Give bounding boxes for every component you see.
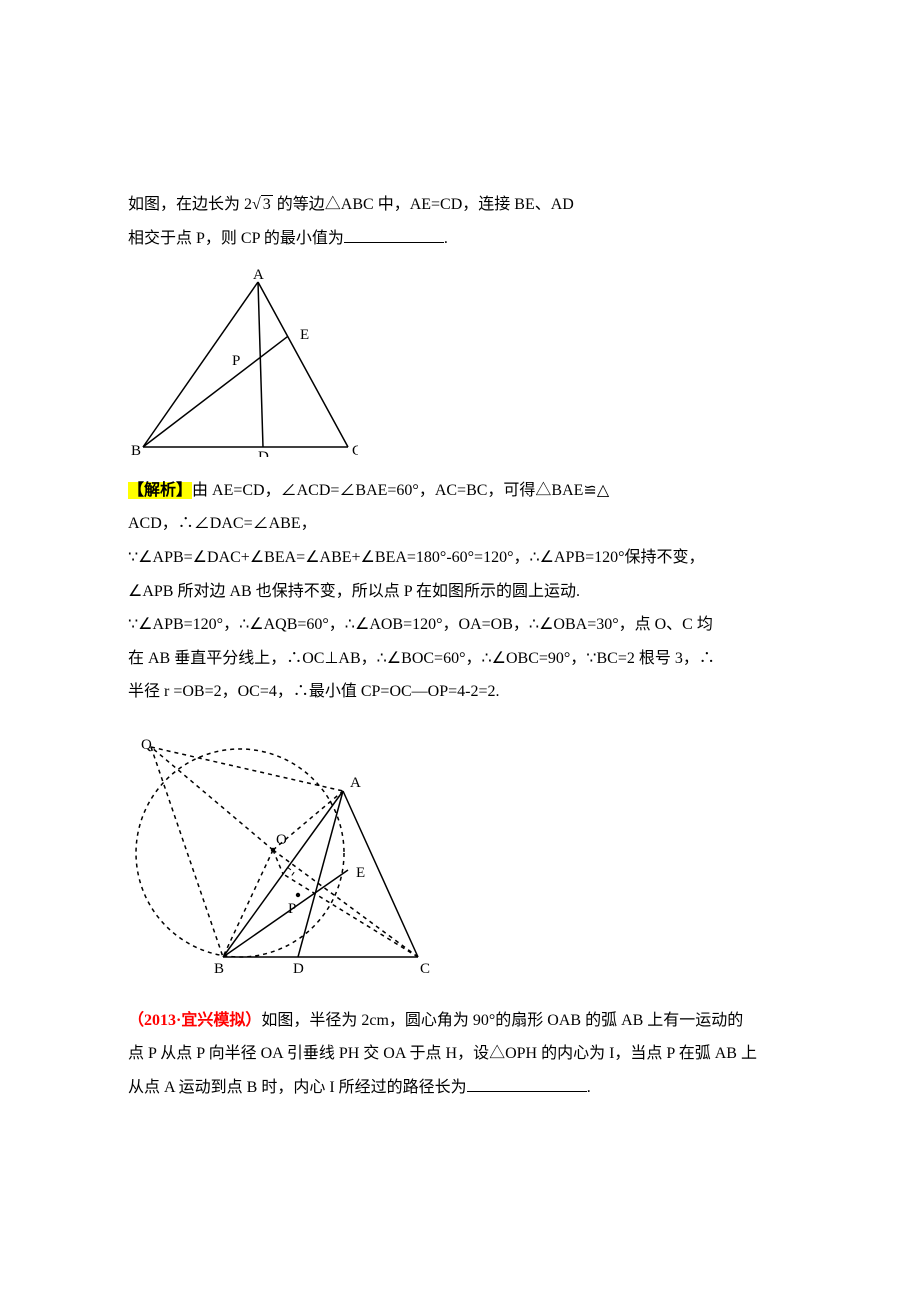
analysis-line1: 【解析】由 AE=CD，∠ACD=∠BAE=60°，AC=BC，可得△BAE≌△ bbox=[128, 476, 790, 506]
problem2-line3: 从点 A 运动到点 B 时，内心 I 所经过的路径长为. bbox=[128, 1073, 790, 1103]
problem1-line1: 如图，在边长为 2√3 的等边△ABC 中，AE=CD，连接 BE、AD bbox=[128, 190, 790, 220]
analysis-line2: ACD，∴∠DAC=∠ABE， bbox=[128, 509, 790, 539]
figure-2: Q A B C D O E P bbox=[128, 735, 790, 996]
figure-2-svg: Q A B C D O E P bbox=[128, 735, 438, 985]
blank-1 bbox=[344, 226, 444, 243]
figure-1-svg: A B C D E P bbox=[128, 267, 358, 457]
svg-text:P: P bbox=[232, 353, 240, 369]
analysis-label: 【解析】 bbox=[128, 482, 192, 499]
p2-source: （2013·宜兴模拟） bbox=[128, 1012, 261, 1029]
document-page: 如图，在边长为 2√3 的等边△ABC 中，AE=CD，连接 BE、AD 相交于… bbox=[0, 0, 920, 1302]
p1-expr-radicand: 3 bbox=[261, 195, 273, 213]
p2-l3-text: 从点 A 运动到点 B 时，内心 I 所经过的路径长为 bbox=[128, 1079, 467, 1096]
problem1-line2: 相交于点 P，则 CP 的最小值为. bbox=[128, 224, 790, 254]
figure-1: A B C D E P bbox=[128, 267, 790, 468]
svg-text:E: E bbox=[356, 865, 365, 881]
analysis-l1: 由 AE=CD，∠ACD=∠BAE=60°，AC=BC，可得△BAE≌△ bbox=[192, 482, 609, 499]
svg-text:E: E bbox=[300, 327, 309, 343]
analysis-line3: ∵∠APB=∠DAC+∠BEA=∠ABE+∠BEA=180°-60°=120°，… bbox=[128, 543, 790, 573]
svg-text:C: C bbox=[352, 443, 358, 457]
p2-l3-end: . bbox=[587, 1079, 591, 1096]
p1-expr-coeff: 2 bbox=[244, 196, 252, 213]
analysis-line7: 半径 r =OB=2，OC=4，∴最小值 CP=OC―OP=4-2=2. bbox=[128, 677, 790, 707]
svg-text:A: A bbox=[253, 267, 264, 283]
p1-expr: 2√3 bbox=[244, 195, 273, 213]
problem2-line2: 点 P 从点 P 向半径 OA 引垂线 PH 交 OA 于点 H，设△OPH 的… bbox=[128, 1039, 790, 1069]
p1-line2-text: 相交于点 P，则 CP 的最小值为 bbox=[128, 230, 344, 247]
blank-2 bbox=[467, 1075, 587, 1092]
svg-text:B: B bbox=[214, 961, 224, 977]
p1-text-a: 如图，在边长为 bbox=[128, 196, 240, 213]
svg-text:A: A bbox=[350, 775, 361, 791]
svg-text:Q: Q bbox=[141, 737, 152, 753]
analysis-line6: 在 AB 垂直平分线上，∴OC⊥AB，∴∠BOC=60°，∴∠OBC=90°，∵… bbox=[128, 644, 790, 674]
p2-l1: 如图，半径为 2cm，圆心角为 90°的扇形 OAB 的弧 AB 上有一运动的 bbox=[261, 1012, 743, 1029]
p1-text-b: 的等边△ABC 中，AE=CD，连接 BE、AD bbox=[277, 196, 574, 213]
svg-text:B: B bbox=[131, 443, 141, 457]
problem2-line1: （2013·宜兴模拟）如图，半径为 2cm，圆心角为 90°的扇形 OAB 的弧… bbox=[128, 1006, 790, 1036]
svg-text:O: O bbox=[276, 832, 287, 848]
p1-line2-end: . bbox=[444, 230, 448, 247]
svg-text:C: C bbox=[420, 961, 430, 977]
svg-text:D: D bbox=[258, 449, 269, 457]
analysis-line4: ∠APB 所对边 AB 也保持不变，所以点 P 在如图所示的圆上运动. bbox=[128, 577, 790, 607]
analysis-line5: ∵∠APB=120°，∴∠AQB=60°，∴∠AOB=120°，OA=OB，∴∠… bbox=[128, 610, 790, 640]
svg-text:P: P bbox=[288, 901, 296, 917]
svg-text:D: D bbox=[293, 961, 304, 977]
